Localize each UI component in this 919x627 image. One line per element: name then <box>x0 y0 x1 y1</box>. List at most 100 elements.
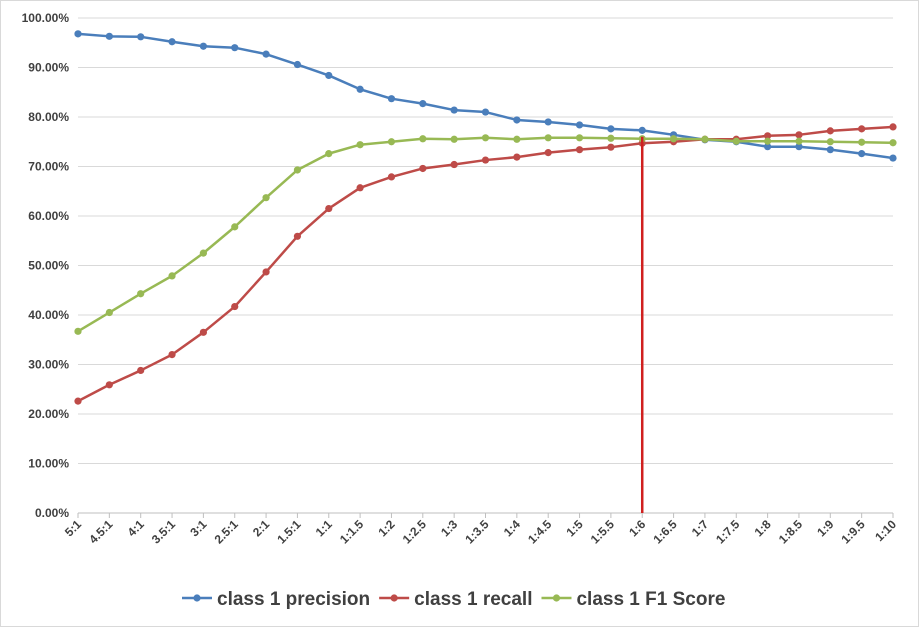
legend-label: class 1 precision <box>217 589 370 610</box>
data-point <box>513 116 521 124</box>
y-tick-label: 60.00% <box>28 209 69 223</box>
data-point <box>638 126 646 134</box>
data-point <box>262 194 270 202</box>
y-tick-label: 20.00% <box>28 407 69 421</box>
x-tick-label: 1:8 <box>752 517 774 539</box>
data-point <box>387 95 396 103</box>
y-tick-label: 50.00% <box>28 259 69 273</box>
data-point <box>826 127 834 135</box>
x-tick-label: 5:1 <box>62 517 84 539</box>
y-tick-label: 30.00% <box>28 358 69 372</box>
legend-label: class 1 F1 Score <box>576 589 725 610</box>
data-point <box>826 146 834 154</box>
data-point <box>701 135 709 143</box>
data-point <box>168 351 176 359</box>
data-point <box>826 138 834 146</box>
data-point <box>513 135 521 143</box>
data-point <box>74 327 82 335</box>
data-point <box>795 143 803 151</box>
data-point <box>419 164 427 173</box>
data-point <box>450 135 458 143</box>
x-tick-label: 1:9 <box>814 517 836 539</box>
data-point <box>105 32 113 40</box>
data-point <box>450 106 458 114</box>
x-tick-label: 1:7.5 <box>713 517 742 546</box>
legend-label: class 1 recall <box>414 589 532 610</box>
x-tick-label: 1:8.5 <box>776 517 805 546</box>
x-tick-label: 2:1 <box>250 517 272 539</box>
y-tick-label: 90.00% <box>28 61 69 75</box>
data-point <box>74 30 82 38</box>
data-point <box>544 118 552 126</box>
data-point <box>325 204 333 213</box>
data-point <box>293 232 302 240</box>
x-tick-label: 1:3.5 <box>462 517 491 546</box>
data-point <box>764 143 772 151</box>
data-point <box>231 44 239 52</box>
data-point <box>105 381 113 389</box>
data-point <box>889 154 897 162</box>
data-point <box>481 156 490 164</box>
data-point <box>168 38 176 46</box>
x-tick-label: 1:3 <box>438 517 460 539</box>
gridlines <box>78 17 893 464</box>
y-tick-label: 70.00% <box>28 160 69 174</box>
y-tick-label: 10.00% <box>28 457 69 471</box>
data-point <box>481 134 490 142</box>
y-tick-label: 40.00% <box>28 308 69 322</box>
x-tick-label: 1:5.5 <box>588 517 617 546</box>
x-tick-label: 1:1.5 <box>337 517 366 546</box>
y-axis-ticks: 0.00% 10.00% 20.00% 30.00% 40.00% 50.00% 60.00… <box>22 11 70 520</box>
data-point <box>889 139 897 147</box>
data-point <box>575 121 584 129</box>
data-point <box>419 100 427 108</box>
data-point <box>450 160 458 169</box>
series-line <box>76 125 895 403</box>
legend-item: class 1 F1 Score <box>541 589 725 610</box>
y-tick-label: 0.00% <box>35 506 69 520</box>
x-tick-label: 3:1 <box>187 517 209 539</box>
data-point <box>199 42 207 50</box>
x-tick-label: 1:1 <box>313 517 335 539</box>
data-point <box>137 290 145 298</box>
x-tick-label: 1:4.5 <box>525 517 554 546</box>
data-point <box>199 328 207 336</box>
data-point <box>168 272 176 280</box>
data-point <box>544 134 552 142</box>
data-point <box>199 249 207 257</box>
x-tick-label: 1:6.5 <box>650 517 679 546</box>
data-point <box>356 85 364 93</box>
legend-item: class 1 precision <box>182 589 370 610</box>
data-point <box>231 223 239 231</box>
x-tick-label: 1:7 <box>689 517 711 539</box>
series-3 <box>74 134 897 335</box>
data-point <box>74 397 82 405</box>
data-point <box>544 149 552 157</box>
data-point <box>575 146 584 154</box>
data-point <box>262 268 270 276</box>
data-point <box>732 137 740 145</box>
data-point <box>262 50 270 58</box>
data-point <box>387 173 396 181</box>
data-point <box>858 125 866 133</box>
data-point <box>513 153 521 161</box>
data-point <box>419 135 427 143</box>
legend-marker <box>390 594 398 602</box>
series-group <box>74 30 897 405</box>
data-point <box>607 143 615 151</box>
data-point <box>481 108 490 116</box>
data-point <box>575 134 584 142</box>
x-tick-label: 1:4 <box>501 517 523 539</box>
series-2 <box>74 123 897 405</box>
x-tick-label: 3.5:1 <box>149 517 178 546</box>
data-point <box>356 141 364 149</box>
data-point <box>356 184 364 192</box>
legend: class 1 precision class 1 recall class 1 F… <box>182 589 725 610</box>
data-point <box>387 138 396 146</box>
data-point <box>858 138 866 146</box>
x-tick-label: 2.5:1 <box>212 517 241 546</box>
x-axis <box>77 512 894 518</box>
x-tick-label: 1:10 <box>872 517 899 544</box>
